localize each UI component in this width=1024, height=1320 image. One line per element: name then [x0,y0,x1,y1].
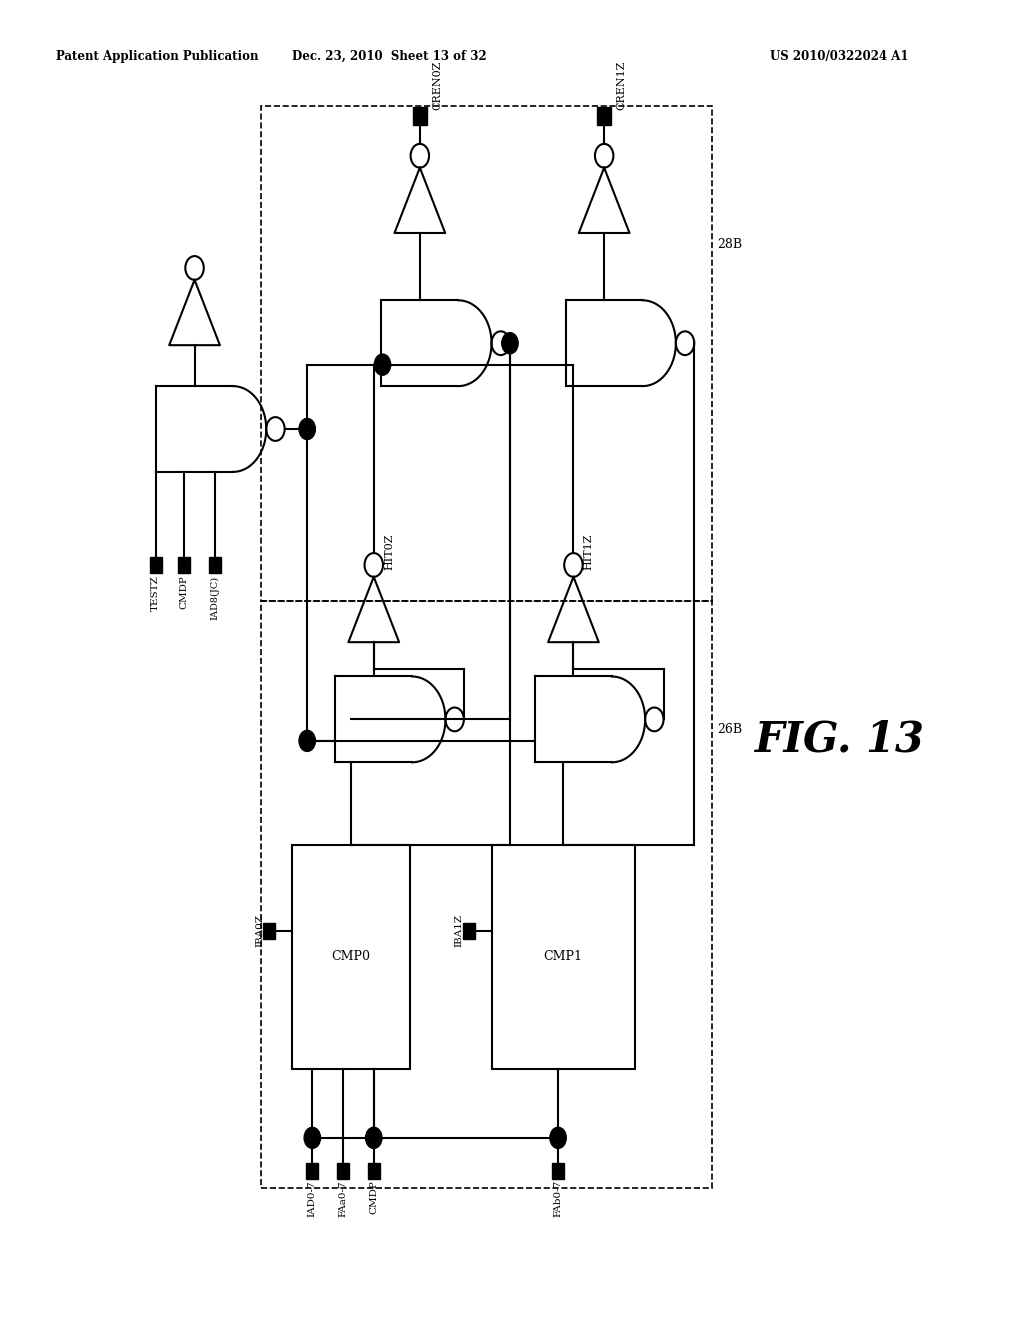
Text: IAD0-7: IAD0-7 [308,1180,316,1217]
Bar [292,845,410,1069]
Text: IBA0Z: IBA0Z [255,913,264,948]
Text: CREN1Z: CREN1Z [616,61,627,110]
Text: 28B: 28B [717,238,742,251]
Bar [150,557,162,573]
Text: FAb0-7: FAb0-7 [554,1180,562,1217]
Circle shape [299,418,315,440]
Bar [178,557,190,573]
Bar [552,1163,564,1179]
Circle shape [299,730,315,751]
Bar [263,923,275,939]
Text: IBA1Z: IBA1Z [455,913,464,948]
Text: CMDP: CMDP [180,576,188,610]
Bar [368,1163,380,1179]
Bar [337,1163,349,1179]
Text: HIT0Z: HIT0Z [384,533,394,570]
Bar [209,557,221,573]
Circle shape [550,1127,566,1148]
Circle shape [366,1127,382,1148]
Text: US 2010/0322024 A1: US 2010/0322024 A1 [770,50,909,63]
Circle shape [502,333,518,354]
Text: Patent Application Publication: Patent Application Publication [56,50,259,63]
Bar [261,106,712,601]
Text: HIT1Z: HIT1Z [584,533,594,570]
Bar [597,107,611,125]
Text: FAa0-7: FAa0-7 [339,1180,347,1217]
Bar [261,601,712,1188]
Circle shape [304,1127,321,1148]
Bar [306,1163,318,1179]
Bar [492,845,635,1069]
Text: 26B: 26B [717,723,742,737]
Text: FIG. 13: FIG. 13 [755,718,925,760]
Circle shape [375,354,391,375]
Text: CMDP: CMDP [370,1180,378,1214]
Text: IAD8(JC): IAD8(JC) [211,576,219,619]
Text: Dec. 23, 2010  Sheet 13 of 32: Dec. 23, 2010 Sheet 13 of 32 [292,50,486,63]
Text: CMP0: CMP0 [331,950,371,964]
Bar [463,923,475,939]
Text: CMP1: CMP1 [544,950,583,964]
Text: TESTZ: TESTZ [152,576,160,611]
Text: CREN0Z: CREN0Z [432,61,442,110]
Bar [413,107,427,125]
